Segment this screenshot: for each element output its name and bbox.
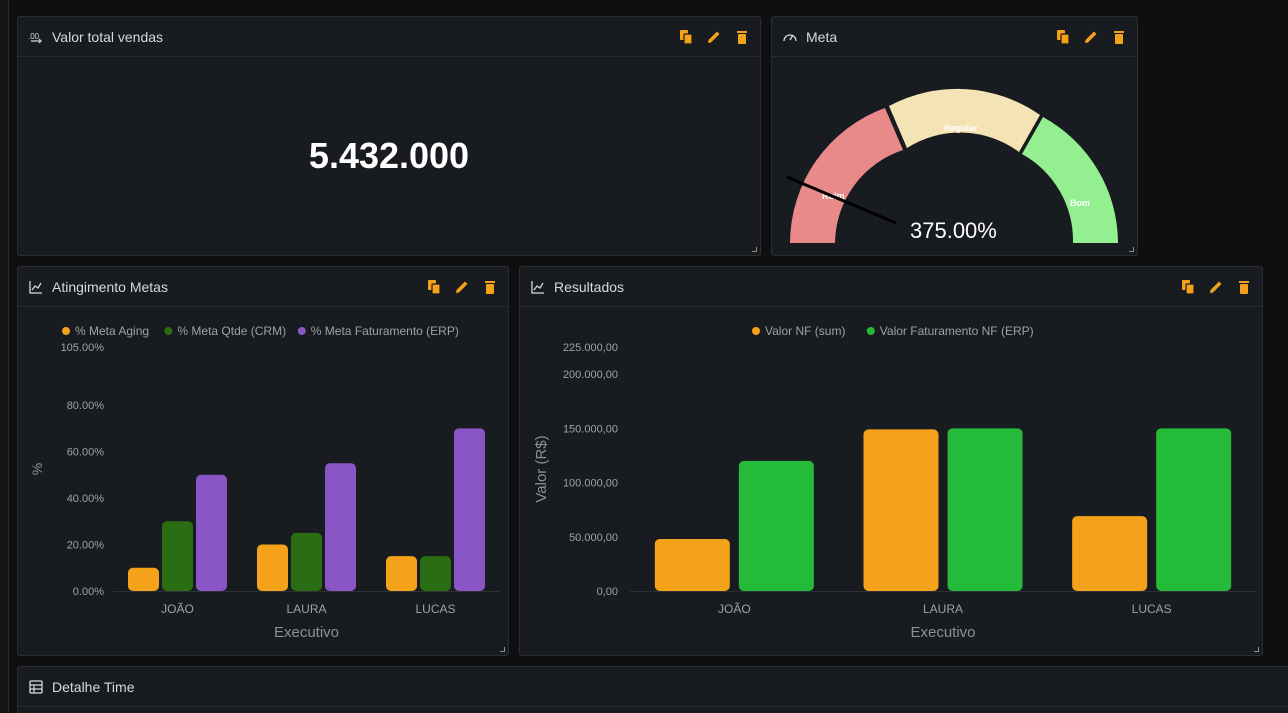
bar-chart-resultados: 0,00 50.000,00 100.000,00 150.000,00 200.000… [533,324,1256,641]
decimal-icon: .00 [28,29,44,45]
y-tick-label: 0,00 [597,586,618,598]
bar [128,567,159,591]
y-tick-label: 100.000,00 [563,478,618,490]
bar [162,521,193,591]
chart-icon [28,279,44,295]
gauge-band-bad [790,108,903,243]
y-tick-label: 150.000,00 [563,423,618,435]
y-tick-label: 105.00% [61,342,105,354]
trash-icon[interactable] [1236,279,1252,295]
y-tick-label: 80.00% [67,400,105,412]
gauge-readout: 375.00% [910,218,997,243]
y-tick-label: 200.000,00 [563,369,618,381]
x-tick-label: LUCAS [415,602,455,616]
trash-icon[interactable] [1111,29,1127,45]
panel-header: Detalhe Time [18,667,1288,707]
bar [947,428,1023,591]
y-axis-label: Valor (R$) [533,435,550,502]
edit-icon[interactable] [454,279,470,295]
gauge-label-regular: Regular [944,123,978,133]
y-tick-label: 40.00% [67,493,105,505]
bar [1072,516,1148,591]
y-axis-label: % [29,463,45,475]
copy-icon[interactable] [426,279,442,295]
x-tick-label: LAURA [286,602,326,616]
trash-icon[interactable] [734,29,750,45]
bar [196,474,227,591]
legend-swatch [866,327,875,335]
panel-valor-total-vendas: .00 Valor total vendas 5.432.000 [17,16,761,256]
legend-label: % Meta Aging [75,324,149,338]
resize-handle[interactable] [752,247,757,252]
edit-icon[interactable] [1083,29,1099,45]
bar [257,544,288,591]
left-sidebar-edge [0,0,9,713]
panel-detalhe-time: Detalhe Time [17,666,1288,713]
copy-icon[interactable] [1055,29,1071,45]
panel-resultados: Resultados 0,00 50.000,00 100.000,00 150.00… [519,266,1263,656]
legend-swatch [62,327,70,335]
edit-icon[interactable] [1208,279,1224,295]
bar [386,556,417,591]
bar [738,460,814,591]
bar [420,556,451,591]
panel-meta: Meta Ruim Regular Bom 375.00% [771,16,1138,256]
panel-atingimento-metas: Atingimento Metas 0.00% 20.00% 40.00% 60.00… [17,266,509,656]
panel-title[interactable]: Meta [806,28,838,45]
copy-icon[interactable] [678,29,694,45]
panel-title[interactable]: Resultados [554,278,625,295]
legend-swatch [752,327,760,335]
x-tick-label: LUCAS [1132,602,1172,616]
x-tick-label: JOÃO [161,602,194,616]
bar [291,532,322,591]
panel-header: Atingimento Metas [18,267,508,307]
panel-header: .00 Valor total vendas [18,17,760,57]
bar [654,538,730,591]
stat-value: 5.432.000 [308,135,470,176]
legend-label: Valor Faturamento NF (ERP) [880,324,1034,338]
x-tick-label: JOÃO [718,602,751,616]
chart-icon [530,279,546,295]
legend-label: % Meta Faturamento (ERP) [311,324,459,338]
y-tick-label: 0.00% [73,586,104,598]
resize-handle[interactable] [1254,647,1259,652]
y-tick-label: 60.00% [67,447,105,459]
bar [1156,428,1232,591]
legend-label: Valor NF (sum) [765,324,845,338]
panel-header: Meta [772,17,1137,57]
gauge-icon [782,29,798,45]
y-tick-label: 20.00% [67,540,105,552]
bar [325,463,356,591]
bar [863,429,939,591]
resize-handle[interactable] [500,647,505,652]
gauge-label-good: Bom [1070,198,1090,208]
y-tick-label: 225.000,00 [563,342,618,354]
panel-title[interactable]: Valor total vendas [52,28,164,45]
legend-swatch [164,327,173,335]
gauge-chart: Ruim Regular Bom 375.00% [786,88,1118,243]
x-axis-label: Executivo [910,624,975,641]
y-tick-label: 50.000,00 [569,532,618,544]
copy-icon[interactable] [1180,279,1196,295]
legend-swatch [297,327,306,335]
x-tick-label: LAURA [923,602,963,616]
gauge-band-regular [889,88,1040,152]
panel-header: Resultados [520,267,1262,307]
x-axis-label: Executivo [274,624,339,641]
gauge-needle [786,175,897,225]
gauge-band-good [1022,117,1118,243]
edit-icon[interactable] [706,29,722,45]
panel-title[interactable]: Atingimento Metas [52,278,168,295]
table-icon [28,679,44,695]
resize-handle[interactable] [1129,247,1134,252]
panel-title[interactable]: Detalhe Time [52,678,135,695]
bar-chart-atingimento: 0.00% 20.00% 40.00% 60.00% 80.00% 105.00% JOÃO… [29,324,500,641]
trash-icon[interactable] [482,279,498,295]
bar [454,428,485,591]
legend-label: % Meta Qtde (CRM) [177,324,286,338]
svg-text:.00: .00 [28,32,40,41]
